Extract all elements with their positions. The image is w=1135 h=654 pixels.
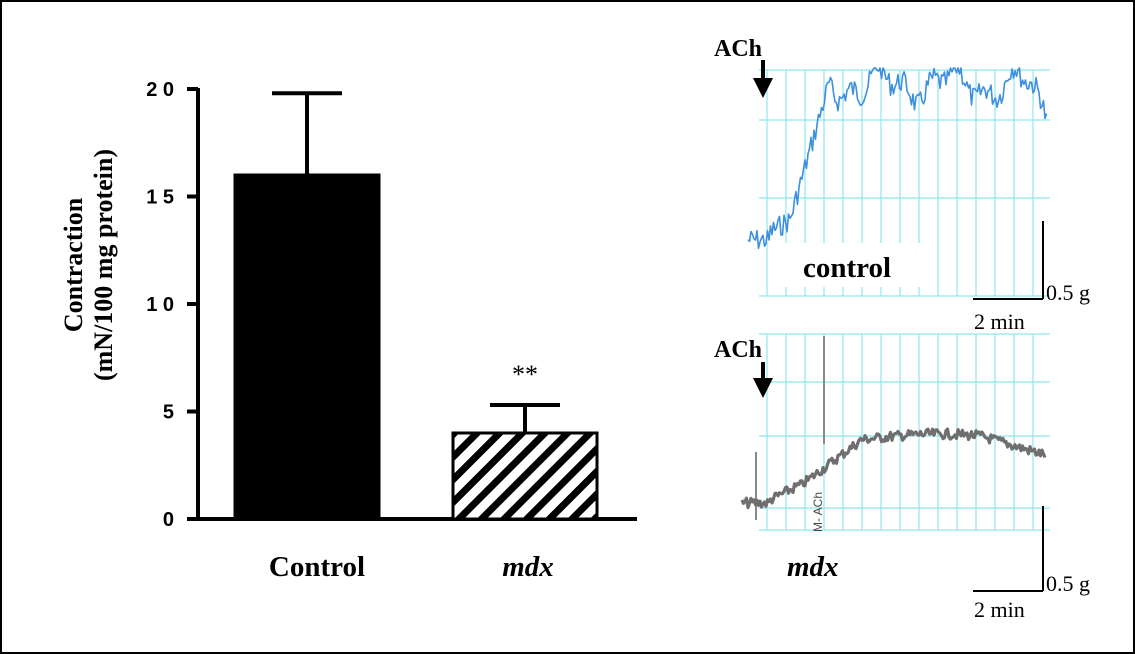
bar-mdx <box>451 431 599 521</box>
trace-panel-mdx: M- ACh mdx ACh 0.5 g 2 min <box>714 333 1090 622</box>
y-tick-label: 5 <box>163 402 174 424</box>
y-axis-label-line2: (mN/100 mg protein) <box>89 149 118 381</box>
ach-arrow-control <box>753 60 773 98</box>
y-tick-label: 1 0 <box>146 294 174 316</box>
trace-label-control: control <box>803 252 891 284</box>
mdx-label-backdrop <box>777 548 869 586</box>
scale-label-force-control: 0.5 g <box>1046 280 1090 305</box>
scale-label-time-control: 2 min <box>974 309 1025 334</box>
y-ticks: 0 5 1 0 1 5 2 0 <box>146 79 198 531</box>
scale-label-force-mdx: 0.5 g <box>1046 571 1090 596</box>
trace-line-control <box>747 67 1048 250</box>
y-tick-label: 1 5 <box>146 187 174 209</box>
bars: ** <box>233 91 599 521</box>
y-tick-label: 2 0 <box>146 79 174 101</box>
x-tick-label-mdx: mdx <box>502 551 554 583</box>
x-tick-label-control: Control <box>269 551 365 583</box>
x-labels: Control mdx <box>269 551 554 583</box>
y-tick-label: 0 <box>163 509 174 531</box>
trace-label-mdx: mdx <box>787 551 839 583</box>
significance-marker: ** <box>512 360 538 389</box>
grid-mdx <box>759 333 1050 531</box>
trace-panel-control: control ACh 0.5 g 2 min <box>714 36 1090 334</box>
ach-arrow-mdx <box>753 362 773 398</box>
y-axis-label-line1: Contraction <box>59 197 88 332</box>
trace-annotation-mdx: M- ACh <box>811 492 825 532</box>
trace-line-mdx <box>740 427 1047 510</box>
scale-label-time-mdx: 2 min <box>974 597 1025 622</box>
ach-label-control: ACh <box>714 36 762 62</box>
bar-control <box>233 173 381 521</box>
control-label-backdrop <box>783 243 933 287</box>
ach-label-mdx: ACh <box>714 337 762 363</box>
bar-chart: Contraction (mN/100 mg protein) 051 01 5… <box>59 79 637 583</box>
